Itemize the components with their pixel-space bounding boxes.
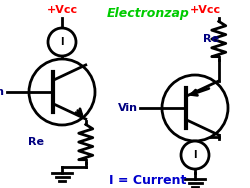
Text: Electronzap: Electronzap	[106, 8, 190, 20]
Circle shape	[48, 28, 76, 56]
Text: Re: Re	[28, 137, 44, 147]
Text: I: I	[60, 37, 64, 47]
Text: Vin: Vin	[0, 87, 5, 97]
Text: I = Current: I = Current	[109, 174, 187, 186]
Circle shape	[162, 75, 228, 141]
Text: +Vcc: +Vcc	[190, 5, 220, 15]
Text: +Vcc: +Vcc	[46, 5, 78, 15]
Text: Re: Re	[203, 34, 219, 44]
Circle shape	[181, 141, 209, 169]
Text: Vin: Vin	[118, 103, 138, 113]
Text: I: I	[193, 150, 197, 160]
Circle shape	[29, 59, 95, 125]
